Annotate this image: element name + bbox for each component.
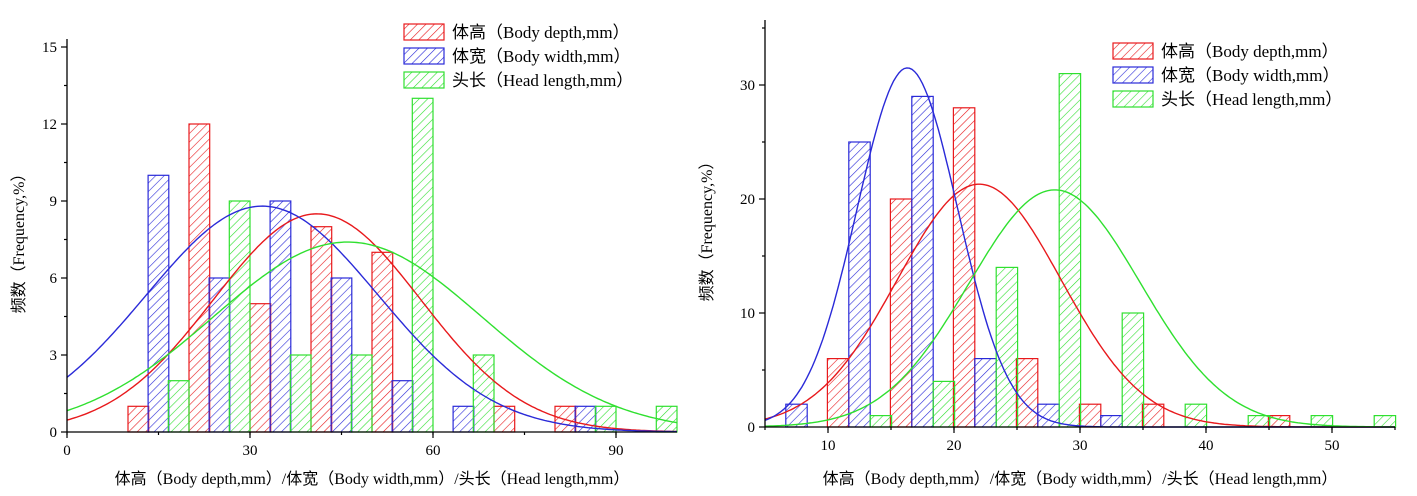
legend-label: 体宽（Body width,mm）	[1161, 66, 1340, 85]
bar	[310, 226, 333, 433]
bar	[911, 95, 934, 428]
bar	[127, 405, 150, 433]
y-tick-label: 10	[740, 306, 755, 322]
y-tick-label: 0	[50, 425, 58, 441]
y-tick-label: 9	[50, 194, 58, 210]
x-tick-label: 0	[63, 443, 71, 459]
bar	[289, 354, 312, 433]
x-tick-label: 30	[243, 443, 258, 459]
series-1-bars	[785, 95, 1123, 428]
x-tick-label: 30	[1073, 438, 1088, 454]
bar	[147, 174, 170, 433]
x-axis-label: 体高（Body depth,mm）/体宽（Body width,mm）/头长（H…	[823, 470, 1338, 488]
x-tick-label: 20	[947, 438, 962, 454]
legend-swatch	[1112, 66, 1154, 84]
bar	[848, 141, 871, 428]
legend-label: 头长（Head length,mm）	[1161, 90, 1342, 109]
y-axis-label: 频数（Frequency,%）	[10, 166, 28, 314]
x-tick-label: 60	[426, 443, 441, 459]
legend: 体高（Body depth,mm） 体宽（Body width,mm） 头长（Hea…	[1112, 42, 1342, 109]
legend-label: 体宽（Body width,mm）	[452, 47, 631, 66]
fit-curve-1	[66, 205, 677, 433]
bar	[452, 405, 475, 433]
bar	[228, 200, 251, 433]
y-tick-label: 12	[42, 117, 57, 133]
x-tick-label: 90	[609, 443, 624, 459]
x-tick-label: 40	[1199, 438, 1214, 454]
bar	[932, 380, 956, 428]
bar	[249, 303, 272, 433]
bar	[1141, 403, 1165, 428]
legend: 体高（Body depth,mm） 体宽（Body width,mm） 头长（Hea…	[403, 23, 633, 90]
bar	[1015, 358, 1039, 428]
y-tick-label: 20	[740, 192, 755, 208]
bar	[1100, 415, 1123, 428]
right-histogram-panel: 10 20 30 40 50 0 10 20 30 体高（Body depth,mm）/体宽（Bo…	[698, 20, 1397, 488]
bar	[1247, 415, 1271, 428]
series-2-bars	[167, 97, 678, 433]
bar	[1121, 312, 1145, 428]
bar	[995, 266, 1019, 428]
bar	[472, 354, 495, 433]
y-axis-label: 频数（Frequency,%）	[698, 154, 716, 302]
bar	[869, 415, 893, 428]
legend-swatch	[1112, 42, 1154, 60]
bar	[1058, 72, 1082, 428]
x-axis-label: 体高（Body depth,mm）/体宽（Body width,mm）/头长（H…	[115, 470, 630, 488]
y-tick-label: 0	[748, 420, 756, 436]
fit-curve-2	[66, 241, 678, 424]
x-tick-label: 10	[821, 438, 836, 454]
bar	[167, 380, 190, 433]
legend-label: 头长（Head length,mm）	[452, 71, 633, 90]
bar	[330, 277, 353, 433]
series-0-bars	[826, 107, 1291, 428]
y-tick-label: 15	[42, 40, 57, 56]
bar	[1184, 403, 1208, 428]
y-tick-label: 30	[740, 78, 755, 94]
bar	[269, 200, 292, 433]
bar	[350, 354, 373, 433]
bar	[391, 380, 414, 433]
x-tick-label: 50	[1325, 438, 1340, 454]
y-tick-label: 6	[50, 271, 58, 287]
legend-swatch	[403, 71, 445, 89]
legend-label: 体高（Body depth,mm）	[452, 23, 630, 42]
bar	[889, 198, 913, 428]
bar	[1078, 403, 1102, 428]
legend-swatch	[403, 47, 445, 65]
left-histogram-panel: 0 30 60 90 0 3 6 9 12 15 体高（Body depth,mm）/体宽（Body…	[10, 23, 678, 488]
series-2-bars	[869, 72, 1397, 428]
fit-curve-2	[764, 189, 1395, 428]
legend-swatch	[403, 23, 445, 41]
legend-swatch	[1112, 90, 1154, 108]
bar	[974, 358, 997, 428]
bar	[1373, 415, 1397, 428]
bar	[371, 251, 394, 433]
y-tick-label: 3	[50, 348, 58, 364]
bar	[188, 123, 211, 433]
legend-label: 体高（Body depth,mm）	[1161, 42, 1339, 61]
